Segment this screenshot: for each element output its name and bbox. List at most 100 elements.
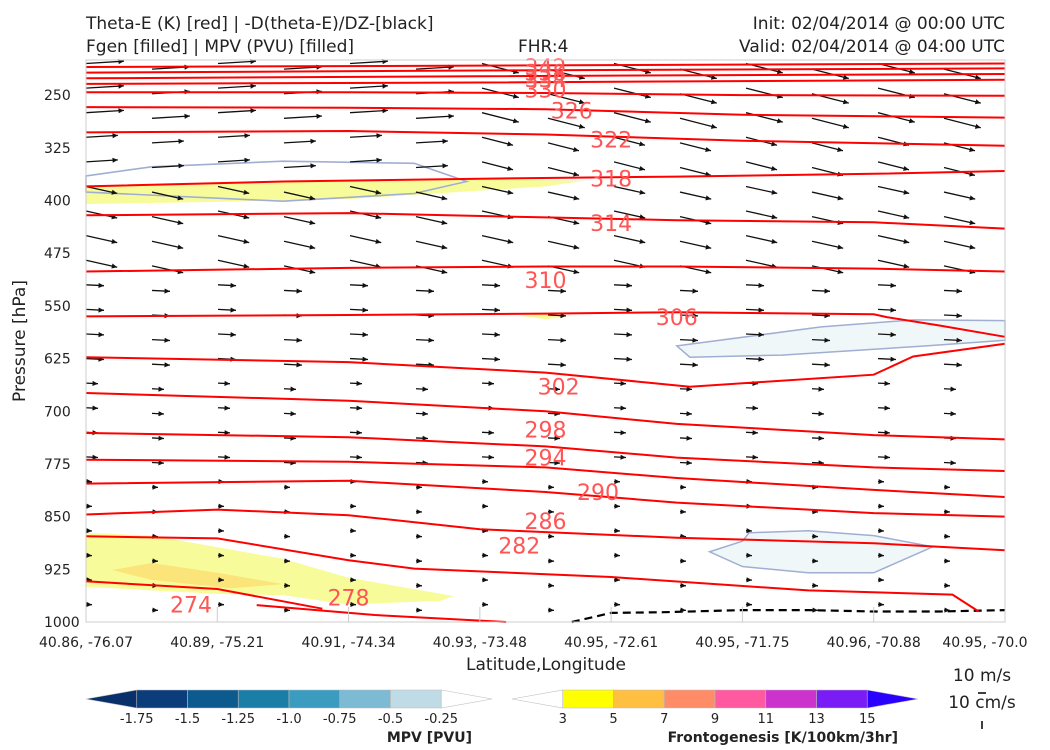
wind-arrowhead <box>316 113 322 119</box>
wind-arrowhead <box>441 269 448 275</box>
x-tick-label: 40.96, -70.88 <box>827 635 921 651</box>
theta-e-line <box>85 78 1006 85</box>
wind-arrowhead <box>507 238 514 244</box>
wind-arrowhead <box>837 195 844 201</box>
wind-arrowhead <box>842 74 849 80</box>
wind-arrowhead <box>884 430 890 436</box>
wind-arrowhead <box>488 454 494 460</box>
wind-arrowhead <box>614 503 620 509</box>
wind-arrowhead <box>974 99 981 105</box>
mpv-colorbar-tick-label: -0.75 <box>323 712 357 727</box>
theta-e-line <box>85 129 1006 147</box>
wind-arrowhead <box>974 74 981 80</box>
y-tick-label: 775 <box>44 457 71 473</box>
wind-arrowhead <box>350 503 356 509</box>
mpv-colorbar-swatch <box>390 689 442 709</box>
wind-arrowhead <box>250 83 256 89</box>
wind-vector <box>613 87 651 99</box>
wind-arrowhead <box>818 435 824 441</box>
wind-arrowhead <box>310 163 316 169</box>
theta-e-line <box>85 212 1006 230</box>
wind-arrowhead <box>680 509 686 515</box>
fhr-label: FHR:4 <box>518 37 569 57</box>
theta-e-line <box>256 604 507 623</box>
wind-arrowhead <box>680 582 686 589</box>
wind-arrowhead <box>92 405 98 411</box>
wind-arrowhead <box>416 484 422 490</box>
wind-arrowhead <box>956 362 962 368</box>
y-axis-ticks: 250 325 400 475 550 625 700 775 850 925 1000 <box>44 88 80 631</box>
wind-arrowhead <box>626 356 632 362</box>
mpv-colorbar-swatch <box>136 689 188 709</box>
wind-arrowhead <box>230 332 236 338</box>
wind-arrowhead <box>218 552 224 558</box>
theta-e-line <box>86 91 1006 97</box>
wind-arrowhead <box>548 607 554 613</box>
theta-e-contour-labels: 3423383343303263223183143103063022982942… <box>170 56 698 618</box>
wind-arrowhead <box>573 269 580 275</box>
wind-arrowhead <box>842 123 849 129</box>
wind-arrowhead <box>878 577 884 583</box>
wind-arrowhead <box>878 479 884 485</box>
theta-e-line <box>85 73 1006 80</box>
wind-vector <box>547 117 585 129</box>
wind-arrowhead <box>309 220 316 225</box>
y-tick-label: 325 <box>44 141 71 157</box>
wind-arrowhead <box>560 362 566 368</box>
fgen-colorbar-swatch <box>562 689 614 709</box>
wind-arrowhead <box>98 307 104 313</box>
wind-arrowhead <box>890 282 896 288</box>
wind-arrowhead <box>614 577 620 583</box>
wind-arrowhead <box>626 332 632 338</box>
wind-arrowhead <box>416 509 422 515</box>
y-tick-label: 250 <box>44 88 71 104</box>
title-left-line2: Fgen [filled] | MPV (PVU) [filled] <box>86 37 355 57</box>
wind-arrowhead <box>224 430 230 436</box>
wind-arrowhead <box>710 123 717 129</box>
wind-arrowhead <box>111 263 118 269</box>
wind-arrowhead <box>350 601 356 607</box>
wind-arrowhead <box>746 577 752 583</box>
wind-arrowhead <box>422 435 428 441</box>
wind-arrowhead <box>158 460 164 466</box>
wind-arrowhead <box>950 386 956 392</box>
wind-vector <box>349 109 388 114</box>
wind-arrowhead <box>356 454 362 460</box>
wind-arrowhead <box>309 195 316 201</box>
theta-e-contours <box>85 62 1006 623</box>
wind-arrowhead <box>416 558 422 564</box>
wind-arrowhead <box>680 484 686 490</box>
wind-arrowhead <box>112 133 118 139</box>
mpv-colorbar-tick-label: -0.5 <box>378 712 403 727</box>
wind-arrowhead <box>98 332 104 338</box>
wind-arrowhead <box>620 405 626 411</box>
wind-arrowhead <box>548 509 554 515</box>
wind-arrowhead <box>705 195 712 201</box>
wind-arrowhead <box>758 356 764 362</box>
wind-arrowhead <box>771 214 778 220</box>
x-tick-label: 40.86, -76.07 <box>39 635 133 651</box>
wind-arrowhead <box>824 337 830 343</box>
wind-arrowhead <box>842 99 849 105</box>
fgen-colorbar-tick-label: 15 <box>859 712 876 727</box>
wind-arrowhead <box>243 238 250 244</box>
wind-arrowhead <box>243 214 250 220</box>
wind-arrowhead <box>884 405 890 411</box>
theta-e-contour-label: 310 <box>525 269 567 294</box>
wind-arrowhead <box>112 157 118 163</box>
wind-arrowhead <box>824 362 830 368</box>
wind-arrowhead <box>507 141 513 147</box>
fgen-colorbar-title: Frontogenesis [K/100km/3hr] <box>668 730 898 746</box>
wind-arrowhead <box>614 479 620 485</box>
wind-arrowhead <box>482 601 488 607</box>
wind-arrowhead <box>771 166 777 171</box>
wind-arrowhead <box>908 69 915 75</box>
wind-arrowhead <box>890 307 896 313</box>
x-axis-title: Latitude,Longitude <box>466 655 626 675</box>
wind-arrowhead <box>812 582 818 589</box>
wind-arrowhead <box>284 607 290 613</box>
wind-arrowhead <box>152 607 158 613</box>
wind-arrowhead <box>812 558 818 564</box>
wind-vector <box>415 66 454 70</box>
